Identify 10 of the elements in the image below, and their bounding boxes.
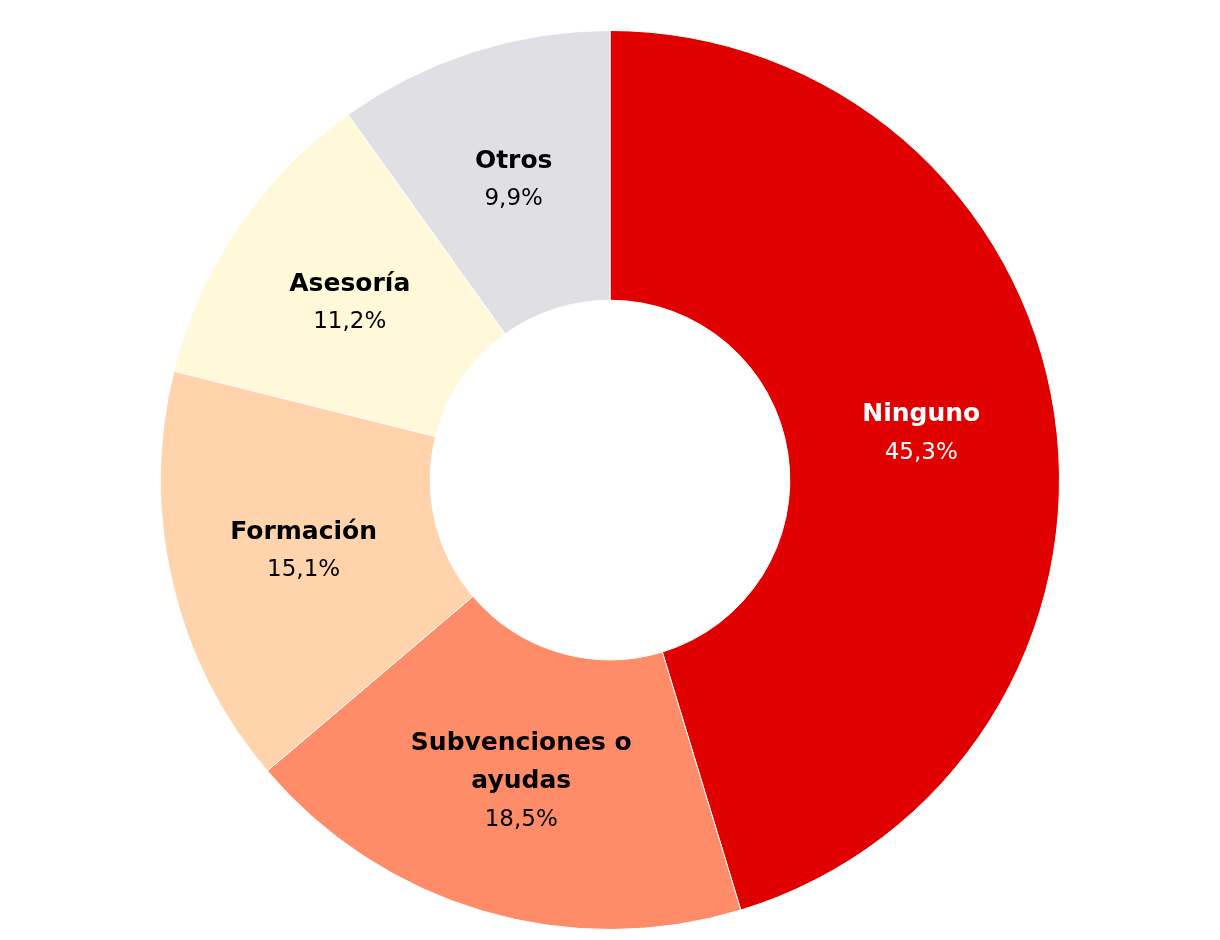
slice-label: Subvenciones o ayudas — [410, 727, 632, 795]
slice-label: Ninguno — [862, 398, 981, 428]
slice-label: Otros — [474, 144, 553, 174]
data-label: 15,1% — [267, 555, 341, 582]
slice-label: Asesoría — [289, 267, 411, 297]
slice-label: Formación — [230, 516, 378, 546]
data-label: 11,2% — [313, 307, 387, 334]
data-label: 45,3% — [884, 437, 958, 464]
data-label: 9,9% — [484, 184, 543, 211]
data-label: 18,5% — [484, 804, 558, 831]
